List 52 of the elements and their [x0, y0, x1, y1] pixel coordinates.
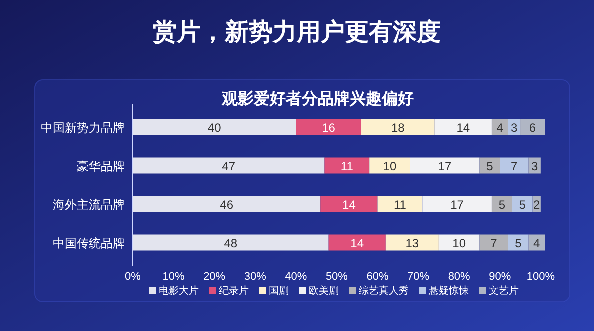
- data-label: 6: [529, 120, 536, 135]
- x-tick-label: 20%: [204, 271, 226, 283]
- data-label: 10: [452, 236, 466, 250]
- data-label: 4: [534, 236, 540, 250]
- data-label: 11: [394, 198, 407, 212]
- data-label: 47: [222, 159, 236, 174]
- x-tick-label: 40%: [285, 271, 308, 283]
- y-tick-label: 中国传统品牌: [53, 236, 125, 250]
- data-label: 10: [383, 159, 397, 174]
- data-label: 11: [340, 159, 354, 174]
- x-tick-label: 70%: [408, 271, 430, 283]
- data-label: 7: [490, 236, 498, 250]
- data-label: 17: [438, 159, 452, 174]
- chart-subtitle: 观影爱好者分品牌兴趣偏好: [221, 90, 414, 108]
- data-label: 5: [519, 198, 526, 212]
- data-label: 4: [496, 120, 504, 135]
- data-label: 2: [534, 198, 540, 212]
- y-tick-label: 中国新势力品牌: [41, 120, 125, 135]
- data-label: 14: [456, 120, 470, 135]
- data-label: 14: [350, 236, 364, 250]
- legend-label: 文艺片: [489, 285, 519, 297]
- y-tick-label: 海外主流品牌: [53, 198, 125, 212]
- legend-label: 欧美剧: [309, 285, 339, 297]
- data-label: 18: [391, 120, 406, 135]
- data-label: 5: [515, 236, 522, 250]
- data-label: 16: [322, 120, 336, 135]
- data-label: 13: [406, 236, 420, 250]
- legend-label: 国剧: [269, 286, 289, 297]
- y-tick-label: 豪华品牌: [77, 159, 125, 174]
- x-tick-label: 80%: [448, 271, 471, 283]
- chart-title: 赏片，新势力用户更有深度: [153, 19, 441, 46]
- x-tick-label: 90%: [489, 271, 512, 283]
- data-label: 14: [342, 198, 356, 212]
- data-label: 40: [208, 120, 222, 135]
- x-tick-label: 10%: [162, 271, 186, 283]
- x-tick-label: 0%: [125, 271, 142, 283]
- x-tick-label: 50%: [326, 271, 348, 283]
- x-tick-label: 60%: [366, 271, 389, 283]
- data-label: 3: [531, 159, 538, 174]
- x-tick-label: 30%: [244, 271, 267, 283]
- legend-label: 综艺真人秀: [359, 285, 409, 297]
- legend-label: 纪录片: [219, 285, 249, 297]
- data-label: 46: [220, 198, 234, 212]
- data-label: 3: [511, 120, 518, 135]
- legend-label: 悬疑惊悚: [428, 285, 469, 297]
- data-label: 7: [511, 159, 518, 174]
- legend-label: 电影大片: [159, 285, 199, 297]
- data-label: 5: [486, 159, 494, 174]
- x-tick-label: 100%: [526, 271, 556, 283]
- data-label: 48: [224, 236, 238, 250]
- data-label: 5: [498, 198, 506, 212]
- data-label: 17: [450, 198, 464, 212]
